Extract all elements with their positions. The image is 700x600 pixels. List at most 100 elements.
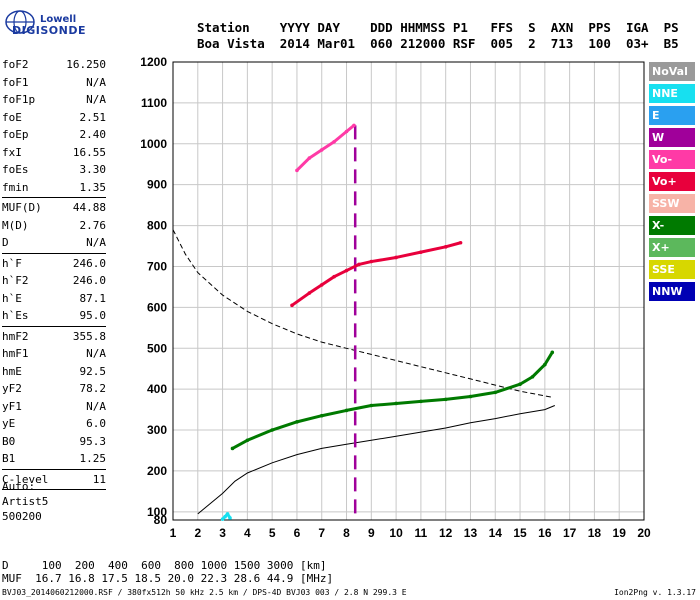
trace-segment: [231, 438, 249, 450]
y-tick-label: 500: [147, 341, 167, 355]
data-point: [270, 428, 274, 432]
profile-dashed-line: [172, 229, 553, 398]
header-values: Boa Vista 2014 Mar01 060 212000 RSF 005 …: [197, 36, 679, 51]
data-point: [369, 259, 374, 264]
param-name: hmF2: [2, 329, 29, 343]
param-value: 246.0: [72, 274, 106, 287]
x-tick-label: 4: [244, 526, 251, 540]
data-point: [228, 516, 232, 520]
param-value: N/A: [86, 347, 106, 360]
param-value: 11: [92, 472, 106, 486]
param-name: B1: [2, 452, 16, 465]
header-labels: Station YYYY DAY DDD HHMMSS P1 FFS S AXN…: [197, 20, 679, 35]
auto-line: 500200: [2, 510, 42, 523]
param-value: 95.0: [79, 309, 107, 322]
auto-line: Artist5: [2, 495, 49, 508]
x-tick-label: 12: [439, 526, 453, 540]
data-point: [357, 262, 361, 267]
param-name: h`F2: [2, 274, 29, 287]
data-point: [295, 420, 299, 424]
param-row: B1 1.25: [2, 450, 106, 468]
trace-segment: [395, 250, 422, 259]
y-tick-label: 100: [147, 505, 167, 519]
param-value: 95.3: [79, 434, 107, 448]
trace-segment: [246, 428, 273, 442]
data-point: [419, 250, 423, 254]
auto-line: Auto:: [2, 480, 36, 493]
param-value: N/A: [86, 236, 106, 249]
param-row: h`F 246.0: [2, 255, 106, 273]
legend-x-: X+: [649, 238, 695, 257]
param-row: h`E 87.1: [2, 290, 106, 308]
param-row: foE 2.51: [2, 109, 106, 127]
param-name: M(D): [2, 218, 29, 232]
param-value: 44.88: [72, 201, 106, 214]
param-value: 2.51: [79, 110, 107, 124]
data-point: [344, 268, 349, 273]
trace-segment: [223, 512, 229, 518]
digisonde-logo: Lowell DIGISONDE: [2, 2, 85, 42]
data-point: [352, 123, 356, 128]
param-value: 87.1: [79, 291, 107, 305]
param-row: C-level 11: [2, 471, 106, 489]
data-point: [290, 303, 294, 308]
param-name: fxI: [2, 145, 22, 159]
param-name: h`Es: [2, 309, 29, 322]
x-tick-label: 6: [294, 526, 301, 540]
data-point: [332, 274, 336, 279]
param-separator: [2, 252, 106, 254]
param-row: hmE 92.5: [2, 363, 106, 381]
x-tick-label: 8: [343, 526, 350, 540]
trace-segment: [296, 414, 323, 424]
trace-segment: [519, 375, 534, 386]
profile-solid-line: [197, 405, 555, 515]
muf-values-row: MUF 16.7 16.8 17.5 18.5 20.0 22.3 28.6 4…: [2, 572, 334, 585]
param-row: foF1p N/A: [2, 91, 106, 109]
legend-w: W: [649, 128, 695, 147]
trace-segment: [494, 382, 521, 394]
trace-segment: [420, 397, 446, 403]
param-value: N/A: [86, 75, 106, 89]
trace-segment: [358, 260, 372, 266]
param-value: 92.5: [79, 364, 107, 378]
lowell-globe-icon: [5, 10, 35, 34]
x-tick-label: 5: [269, 526, 276, 540]
param-name: fmin: [2, 180, 29, 194]
data-point: [369, 403, 374, 408]
trace-segment: [333, 269, 348, 279]
param-name: B0: [2, 434, 16, 448]
y-tick-label: 1000: [140, 137, 167, 151]
x-tick-label: 14: [489, 526, 503, 540]
data-point: [550, 350, 555, 355]
data-point: [220, 517, 225, 521]
param-separator: [2, 489, 106, 490]
param-name: foF2: [2, 58, 29, 71]
x-tick-label: 13: [464, 526, 478, 540]
param-row: yF1 N/A: [2, 398, 106, 416]
data-point: [443, 245, 448, 249]
data-point: [332, 139, 336, 144]
legend-nne: NNE: [649, 84, 695, 103]
param-row: yF2 78.2: [2, 380, 106, 398]
trace-segment: [308, 148, 323, 160]
param-name: foF1: [2, 75, 29, 89]
param-name: C-level: [2, 472, 49, 486]
trace-segment: [321, 408, 347, 418]
x-tick-label: 9: [368, 526, 375, 540]
trace-segment: [320, 275, 335, 287]
param-value: 2.40: [79, 128, 107, 141]
y-tick-label: 200: [147, 464, 167, 478]
plot-frame: [172, 61, 645, 521]
x-tick-label: 11: [415, 526, 428, 540]
param-row: D N/A: [2, 234, 106, 252]
file-info-footer: BVJ03_2014060212000.RSF / 380fx512h 50 k…: [2, 588, 407, 597]
data-point: [530, 375, 535, 379]
param-row: h`F2 246.0: [2, 272, 106, 290]
param-name: h`E: [2, 291, 22, 305]
y-tick-label: 1100: [141, 96, 167, 110]
param-name: foEs: [2, 163, 29, 176]
x-tick-label: 7: [318, 526, 325, 540]
param-value: 1.25: [79, 452, 107, 465]
y-tick-label: 600: [147, 300, 167, 314]
y-tick-label: 300: [147, 423, 167, 437]
